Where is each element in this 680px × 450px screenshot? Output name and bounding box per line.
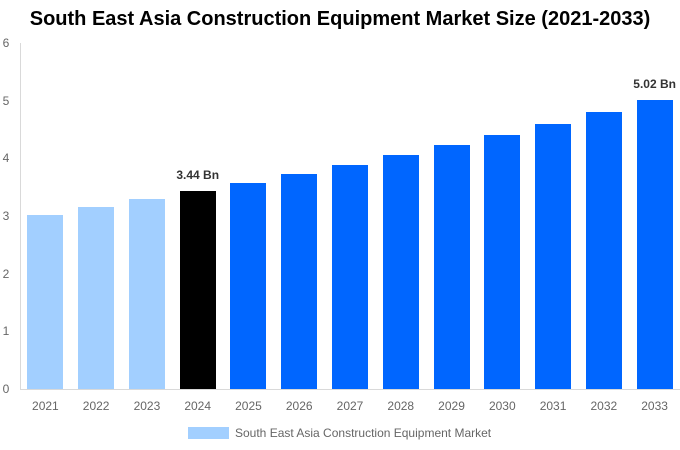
bar-2027[interactable] — [332, 164, 368, 389]
x-tick-label: 2030 — [488, 399, 516, 413]
bar-2032[interactable] — [585, 112, 622, 389]
bar-2026[interactable] — [281, 173, 318, 389]
bar-2033[interactable] — [636, 99, 673, 389]
bar-value-label: 3.44 Bn — [176, 167, 220, 182]
y-tick-label: 4 — [2, 151, 10, 166]
x-tick-label: 2021 — [32, 399, 59, 413]
x-tick-label: 2028 — [387, 399, 415, 413]
bar-2022[interactable] — [78, 206, 115, 389]
y-tick-label: 3 — [2, 209, 10, 223]
x-tick-label: 2032 — [590, 399, 618, 413]
bar-2021[interactable] — [27, 214, 64, 389]
x-tick-label: 2027 — [336, 399, 364, 413]
legend-label: South East Asia Construction Equipment M… — [235, 426, 492, 440]
chart-title: South East Asia Construction Equipment M… — [29, 8, 651, 30]
legend[interactable]: South East Asia Construction Equipment M… — [188, 426, 491, 440]
x-tick-label: 2033 — [641, 399, 668, 413]
x-axis-line — [20, 389, 680, 390]
y-axis-line — [20, 43, 21, 389]
y-tick-label: 1 — [2, 324, 10, 339]
x-tick-label: 2026 — [285, 399, 313, 413]
bar-value-label: 5.02 Bn — [633, 76, 676, 91]
y-tick-label: 2 — [2, 266, 10, 281]
y-tick-label: 0 — [2, 382, 10, 396]
x-tick-label: 2025 — [235, 399, 262, 413]
y-tick-label: 5 — [2, 93, 10, 108]
plot-area — [20, 43, 680, 389]
bar-2030[interactable] — [484, 134, 521, 389]
x-tick-label: 2029 — [438, 399, 465, 413]
bar-2028[interactable] — [382, 154, 419, 389]
x-tick-label: 2022 — [82, 399, 110, 413]
bar-2023[interactable] — [128, 198, 165, 389]
bar-2025[interactable] — [230, 182, 267, 389]
bar-2024[interactable] — [179, 190, 216, 389]
bar-2031[interactable] — [535, 123, 572, 389]
bar-2029[interactable] — [433, 145, 470, 389]
y-tick-label: 6 — [2, 36, 10, 50]
x-tick-label: 2023 — [133, 399, 161, 413]
legend-swatch — [188, 427, 229, 439]
x-tick-label: 2024 — [184, 399, 212, 413]
x-tick-label: 2031 — [539, 399, 567, 413]
